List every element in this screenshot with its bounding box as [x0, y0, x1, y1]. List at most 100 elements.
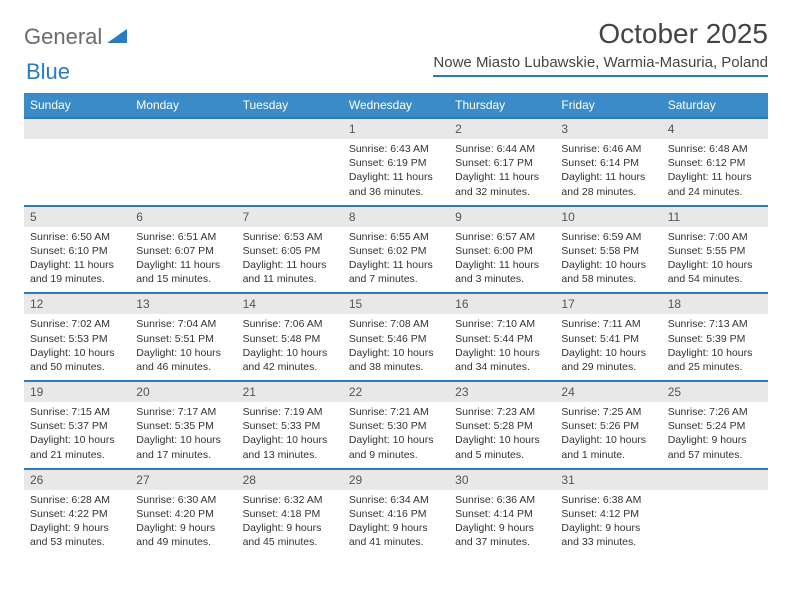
day-dl1: Daylight: 10 hours [243, 346, 337, 360]
weekday-wed: Wednesday [343, 93, 449, 117]
day-sunrise: Sunrise: 6:34 AM [349, 493, 443, 507]
day-info: Sunrise: 7:08 AMSunset: 5:46 PMDaylight:… [343, 314, 449, 380]
day-dl2: and 11 minutes. [243, 272, 337, 286]
day-dl1: Daylight: 10 hours [561, 433, 655, 447]
day-info: Sunrise: 6:55 AMSunset: 6:02 PMDaylight:… [343, 227, 449, 293]
day-number: 8 [343, 207, 449, 227]
day-sunset: Sunset: 6:02 PM [349, 244, 443, 258]
day-dl1: Daylight: 9 hours [30, 521, 124, 535]
day-info: Sunrise: 6:59 AMSunset: 5:58 PMDaylight:… [555, 227, 661, 293]
day-number: 23 [449, 382, 555, 402]
day-sunset: Sunset: 5:55 PM [668, 244, 762, 258]
day-dl2: and 15 minutes. [136, 272, 230, 286]
day-info: Sunrise: 7:15 AMSunset: 5:37 PMDaylight:… [24, 402, 130, 468]
day-dl1: Daylight: 11 hours [455, 258, 549, 272]
day-sunrise: Sunrise: 7:23 AM [455, 405, 549, 419]
day-number: 10 [555, 207, 661, 227]
info-row: Sunrise: 7:15 AMSunset: 5:37 PMDaylight:… [24, 402, 768, 468]
title-block: October 2025 Nowe Miasto Lubawskie, Warm… [433, 18, 768, 77]
day-number: 1 [343, 119, 449, 139]
day-sunset: Sunset: 5:26 PM [561, 419, 655, 433]
day-info: Sunrise: 7:11 AMSunset: 5:41 PMDaylight:… [555, 314, 661, 380]
day-number: 31 [555, 470, 661, 490]
location: Nowe Miasto Lubawskie, Warmia-Masuria, P… [433, 54, 768, 77]
day-dl2: and 42 minutes. [243, 360, 337, 374]
day-sunset: Sunset: 5:37 PM [30, 419, 124, 433]
day-sunrise: Sunrise: 6:30 AM [136, 493, 230, 507]
day-dl2: and 38 minutes. [349, 360, 443, 374]
day-number: 2 [449, 119, 555, 139]
logo-triangle-icon [107, 27, 127, 48]
day-number: 5 [24, 207, 130, 227]
day-number: 9 [449, 207, 555, 227]
day-dl1: Daylight: 10 hours [136, 433, 230, 447]
day-number: 13 [130, 294, 236, 314]
day-number: 25 [662, 382, 768, 402]
day-sunrise: Sunrise: 7:00 AM [668, 230, 762, 244]
day-dl1: Daylight: 10 hours [455, 346, 549, 360]
day-sunrise: Sunrise: 6:43 AM [349, 142, 443, 156]
day-number: 17 [555, 294, 661, 314]
day-sunset: Sunset: 5:51 PM [136, 332, 230, 346]
day-sunrise: Sunrise: 6:51 AM [136, 230, 230, 244]
day-info: Sunrise: 7:00 AMSunset: 5:55 PMDaylight:… [662, 227, 768, 293]
daynum-row: 12131415161718 [24, 292, 768, 314]
weekday-sun: Sunday [24, 93, 130, 117]
day-number: 29 [343, 470, 449, 490]
day-dl1: Daylight: 10 hours [349, 346, 443, 360]
day-number: 20 [130, 382, 236, 402]
day-sunrise: Sunrise: 6:50 AM [30, 230, 124, 244]
day-info: Sunrise: 6:46 AMSunset: 6:14 PMDaylight:… [555, 139, 661, 205]
weekday-tue: Tuesday [237, 93, 343, 117]
day-sunset: Sunset: 6:10 PM [30, 244, 124, 258]
day-sunset: Sunset: 5:33 PM [243, 419, 337, 433]
day-number: 14 [237, 294, 343, 314]
day-dl1: Daylight: 9 hours [243, 521, 337, 535]
day-info: Sunrise: 6:53 AMSunset: 6:05 PMDaylight:… [237, 227, 343, 293]
day-info: Sunrise: 6:50 AMSunset: 6:10 PMDaylight:… [24, 227, 130, 293]
day-info: Sunrise: 7:02 AMSunset: 5:53 PMDaylight:… [24, 314, 130, 380]
day-sunrise: Sunrise: 7:04 AM [136, 317, 230, 331]
day-dl1: Daylight: 9 hours [349, 521, 443, 535]
info-row: Sunrise: 6:50 AMSunset: 6:10 PMDaylight:… [24, 227, 768, 293]
day-info: Sunrise: 6:44 AMSunset: 6:17 PMDaylight:… [449, 139, 555, 205]
daynum-row: 262728293031. [24, 468, 768, 490]
day-number: 19 [24, 382, 130, 402]
logo: General [24, 24, 129, 50]
day-dl2: and 54 minutes. [668, 272, 762, 286]
logo-word1: General [24, 24, 102, 50]
month-title: October 2025 [433, 18, 768, 50]
day-dl2: and 19 minutes. [30, 272, 124, 286]
info-row: Sunrise: 7:02 AMSunset: 5:53 PMDaylight:… [24, 314, 768, 380]
day-info: Sunrise: 6:28 AMSunset: 4:22 PMDaylight:… [24, 490, 130, 556]
day-sunset: Sunset: 4:20 PM [136, 507, 230, 521]
day-sunset: Sunset: 6:00 PM [455, 244, 549, 258]
day-dl2: and 21 minutes. [30, 448, 124, 462]
day-dl1: Daylight: 10 hours [455, 433, 549, 447]
day-number: 4 [662, 119, 768, 139]
day-sunrise: Sunrise: 7:19 AM [243, 405, 337, 419]
day-sunset: Sunset: 5:48 PM [243, 332, 337, 346]
day-dl2: and 49 minutes. [136, 535, 230, 549]
day-dl1: Daylight: 9 hours [561, 521, 655, 535]
day-dl1: Daylight: 10 hours [243, 433, 337, 447]
day-sunset: Sunset: 5:35 PM [136, 419, 230, 433]
day-info [662, 490, 768, 556]
logo-word2: Blue [26, 59, 70, 84]
day-dl1: Daylight: 9 hours [668, 433, 762, 447]
day-sunrise: Sunrise: 6:48 AM [668, 142, 762, 156]
daynum-row: 567891011 [24, 205, 768, 227]
day-sunset: Sunset: 5:24 PM [668, 419, 762, 433]
calendar: Sunday Monday Tuesday Wednesday Thursday… [24, 93, 768, 555]
day-sunrise: Sunrise: 7:26 AM [668, 405, 762, 419]
day-sunset: Sunset: 6:14 PM [561, 156, 655, 170]
day-dl2: and 13 minutes. [243, 448, 337, 462]
day-number: 24 [555, 382, 661, 402]
day-sunset: Sunset: 5:30 PM [349, 419, 443, 433]
day-info: Sunrise: 6:38 AMSunset: 4:12 PMDaylight:… [555, 490, 661, 556]
day-number: 6 [130, 207, 236, 227]
day-dl1: Daylight: 11 hours [30, 258, 124, 272]
info-row: Sunrise: 6:43 AMSunset: 6:19 PMDaylight:… [24, 139, 768, 205]
day-dl2: and 32 minutes. [455, 185, 549, 199]
day-sunrise: Sunrise: 6:36 AM [455, 493, 549, 507]
